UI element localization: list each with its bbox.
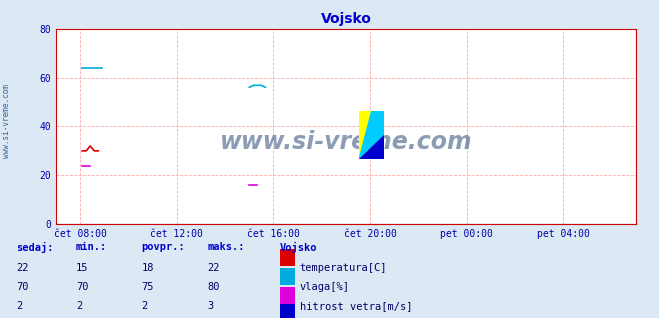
Text: hitrost vetra[m/s]: hitrost vetra[m/s] <box>300 301 413 311</box>
Bar <box>280 287 295 304</box>
Text: povpr.:: povpr.: <box>142 242 185 252</box>
Text: 15: 15 <box>76 263 88 273</box>
Polygon shape <box>359 111 372 159</box>
Text: 3: 3 <box>208 301 214 311</box>
Text: 22: 22 <box>208 263 220 273</box>
Text: 18: 18 <box>142 263 154 273</box>
Polygon shape <box>359 111 384 159</box>
Text: 80: 80 <box>208 282 220 292</box>
Text: 70: 70 <box>76 282 88 292</box>
Bar <box>280 268 295 285</box>
Text: sedaj:: sedaj: <box>16 242 54 253</box>
Text: 2: 2 <box>76 301 82 311</box>
Bar <box>280 249 295 266</box>
Text: www.si-vreme.com: www.si-vreme.com <box>219 130 473 154</box>
Title: Vojsko: Vojsko <box>320 12 372 26</box>
Text: min.:: min.: <box>76 242 107 252</box>
Text: www.si-vreme.com: www.si-vreme.com <box>2 84 11 158</box>
Text: vlaga[%]: vlaga[%] <box>300 282 350 292</box>
Text: temperatura[C]: temperatura[C] <box>300 263 387 273</box>
Text: 70: 70 <box>16 282 29 292</box>
Polygon shape <box>359 135 384 159</box>
Text: 75: 75 <box>142 282 154 292</box>
Text: maks.:: maks.: <box>208 242 245 252</box>
Text: Vojsko: Vojsko <box>280 242 318 253</box>
Text: 2: 2 <box>142 301 148 311</box>
Bar <box>280 304 295 318</box>
Text: 2: 2 <box>16 301 22 311</box>
Text: 22: 22 <box>16 263 29 273</box>
